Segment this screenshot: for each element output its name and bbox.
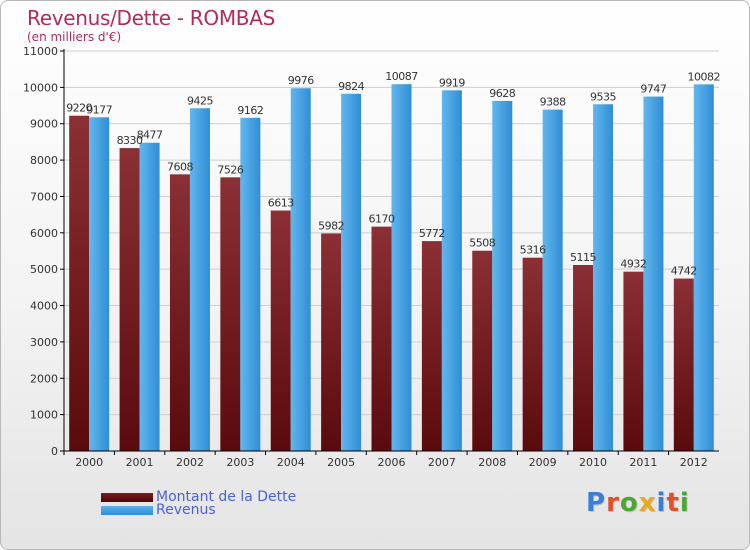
data-label-debt: 4742: [671, 265, 697, 278]
logo-letter: P: [586, 488, 607, 518]
bar-debt: [421, 241, 442, 451]
data-label-debt: 5982: [318, 219, 344, 232]
x-tick-label: 2001: [126, 456, 154, 469]
data-label-debt: 6613: [268, 197, 294, 210]
data-label-debt: 7608: [167, 160, 193, 173]
data-label-revenue: 8477: [137, 129, 163, 142]
y-tick-label: 3000: [30, 336, 58, 349]
legend-swatch-revenue: [101, 505, 153, 515]
logo-letter: i: [679, 488, 690, 518]
legend-label-debt: Montant de la Dette: [156, 489, 297, 505]
data-label-revenue: 9177: [86, 103, 112, 116]
x-tick-label: 2006: [378, 456, 406, 469]
bar-debt: [321, 233, 342, 451]
bar-revenue: [593, 104, 614, 451]
bar-debt: [119, 148, 140, 451]
logo-letter: i: [656, 488, 667, 518]
data-label-debt: 6170: [369, 213, 395, 226]
bar-debt: [169, 174, 190, 451]
x-tick-label: 2004: [277, 456, 305, 469]
y-tick-label: 0: [51, 445, 58, 458]
x-tick-label: 2007: [428, 456, 456, 469]
y-tick-label: 9000: [30, 118, 58, 131]
bar-revenue: [240, 117, 261, 451]
y-tick-label: 10000: [23, 81, 58, 94]
data-label-debt: 5316: [520, 244, 546, 257]
x-tick-label: 2000: [75, 456, 103, 469]
logo-letter: r: [606, 488, 620, 518]
bar-debt: [270, 210, 291, 451]
proxiti-logo: Proxiti: [586, 488, 690, 518]
y-tick-label: 6000: [30, 227, 58, 240]
bar-revenue: [189, 108, 210, 451]
y-tick-label: 7000: [30, 190, 58, 203]
bar-debt: [673, 278, 694, 451]
data-label-revenue: 9919: [439, 76, 465, 89]
legend-item-revenue: Revenus: [101, 502, 216, 518]
y-tick-label: 8000: [30, 154, 58, 167]
y-tick-label: 2000: [30, 372, 58, 385]
logo-letter: t: [666, 488, 680, 518]
bar-debt: [573, 265, 594, 451]
bar-debt: [472, 250, 493, 451]
data-label-revenue: 9628: [489, 87, 515, 100]
x-tick-label: 2005: [327, 456, 355, 469]
y-tick-label: 11000: [23, 45, 58, 58]
bar-debt: [69, 115, 90, 452]
data-label-revenue: 9388: [540, 96, 566, 109]
x-tick-label: 2011: [629, 456, 657, 469]
x-tick-label: 2009: [529, 456, 557, 469]
legend-swatch-debt: [101, 492, 153, 502]
data-label-revenue: 9425: [187, 94, 213, 107]
data-label-revenue: 9162: [237, 104, 263, 117]
x-tick-label: 2012: [680, 456, 708, 469]
data-label-debt: 5772: [419, 227, 445, 240]
data-label-debt: 5115: [570, 251, 596, 264]
data-label-revenue: 10087: [385, 70, 418, 83]
data-label-debt: 5508: [469, 237, 495, 250]
bar-revenue: [693, 84, 714, 451]
bar-revenue: [139, 142, 160, 451]
bar-debt: [522, 257, 543, 451]
data-label-revenue: 9535: [590, 90, 616, 103]
data-label-revenue: 9824: [338, 80, 364, 93]
bar-debt: [371, 226, 392, 451]
legend-label-revenue: Revenus: [156, 502, 216, 518]
y-tick-label: 1000: [30, 409, 58, 422]
axes: 0 1000 2000 3000 4000 5000 6000 7000 8000 9000 100…: [23, 45, 719, 469]
chart-subtitle: (en milliers d'€): [27, 30, 122, 44]
bar-revenue: [643, 96, 664, 452]
bar-debt: [220, 177, 241, 451]
bar-debt: [623, 271, 644, 451]
x-tick-label: 2003: [226, 456, 254, 469]
bar-revenue: [492, 100, 513, 452]
data-label-revenue: 9976: [288, 74, 314, 87]
chart-title: Revenus/Dette - ROMBAS: [27, 6, 275, 30]
data-label-debt: 4932: [620, 258, 646, 271]
data-label-debt: 9220: [66, 102, 92, 115]
bar-revenue: [89, 117, 110, 452]
data-label-revenue: 9747: [640, 83, 666, 96]
legend-item-debt: Montant de la Dette: [101, 489, 296, 505]
data-label-revenue: 10082: [688, 70, 721, 83]
data-label-debt: 8330: [117, 134, 143, 147]
bar-revenue: [542, 109, 563, 452]
logo-letter: x: [638, 488, 657, 518]
bar-revenue: [441, 90, 462, 452]
x-tick-label: 2002: [176, 456, 204, 469]
y-tick-label: 4000: [30, 300, 58, 313]
logo-letter: o: [619, 488, 639, 518]
bars: [69, 84, 714, 452]
bar-revenue: [341, 93, 362, 451]
x-tick-label: 2010: [579, 456, 607, 469]
bar-revenue: [391, 84, 412, 451]
y-tick-label: 5000: [30, 263, 58, 276]
data-label-debt: 7526: [217, 163, 243, 176]
bar-revenue: [290, 88, 311, 452]
x-tick-label: 2008: [478, 456, 506, 469]
